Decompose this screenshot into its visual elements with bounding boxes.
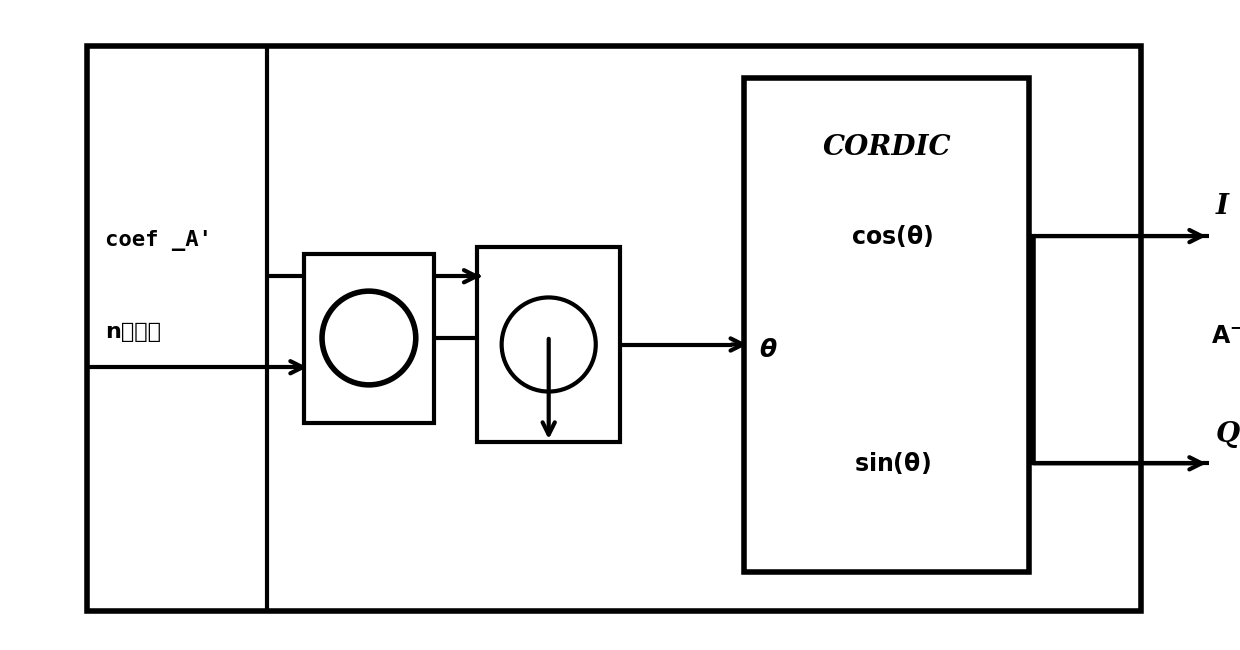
Text: Q: Q <box>1215 421 1239 448</box>
Text: $\mathbf{cos(\theta)}$: $\mathbf{cos(\theta)}$ <box>852 223 934 249</box>
Text: $\boldsymbol{\theta}$: $\boldsymbol{\theta}$ <box>759 338 777 361</box>
Text: coef _A': coef _A' <box>105 230 212 251</box>
Bar <box>477 247 620 442</box>
Text: n计数器: n计数器 <box>105 322 161 341</box>
Bar <box>87 46 1141 611</box>
Text: CORDIC: CORDIC <box>822 134 951 161</box>
Text: I: I <box>1215 193 1228 220</box>
Bar <box>304 254 434 422</box>
Bar <box>744 78 1029 572</box>
Text: $\mathbf{sin(\theta)}$: $\mathbf{sin(\theta)}$ <box>854 450 931 476</box>
Text: $\mathbf{A^{-n}}$: $\mathbf{A^{-n}}$ <box>1211 325 1240 348</box>
